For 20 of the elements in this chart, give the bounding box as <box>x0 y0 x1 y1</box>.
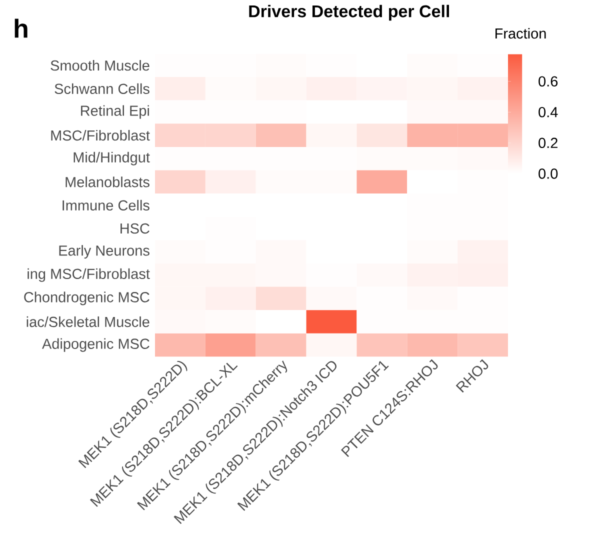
color-bar-title: Fraction <box>496 28 546 39</box>
chart-title: Drivers Detected per Cell <box>249 4 449 21</box>
y-tick-label: ing MSC/Fibroblast <box>28 268 150 282</box>
y-tick-label: Smooth Muscle <box>50 60 150 71</box>
y-tick-label: Chondrogenic MSC <box>24 292 150 306</box>
y-tick-label: HSC <box>120 224 150 234</box>
y-tick-label: Retinal Epi <box>81 105 149 119</box>
y-tick-label: Mid/Hindgut <box>74 152 150 166</box>
y-tick-label: Immune Cells <box>62 200 150 211</box>
text: h <box>14 18 28 38</box>
color-bar-label: 0.4 <box>538 107 558 118</box>
color-bar-label: 0.2 <box>538 138 558 148</box>
color-bar-label: 0.0 <box>538 168 558 179</box>
y-tick-label: Early Neurons <box>59 245 150 259</box>
y-tick-label: MSC/Fibroblast <box>51 130 150 141</box>
y-tick-label: Schwann Cells <box>54 83 150 94</box>
y-tick-label: iac/Skeletal Muscle <box>26 316 150 328</box>
y-tick-label: Melanoblasts <box>66 176 150 188</box>
y-tick-label: Adipogenic MSC <box>42 338 150 352</box>
color-bar-label: 0.6 <box>538 76 558 87</box>
